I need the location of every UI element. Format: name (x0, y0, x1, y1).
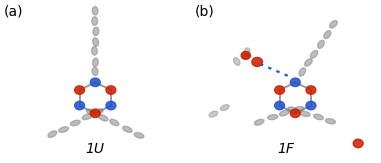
Ellipse shape (93, 58, 98, 67)
Ellipse shape (92, 67, 98, 75)
Text: 1U: 1U (86, 142, 105, 156)
Ellipse shape (300, 111, 310, 117)
Ellipse shape (93, 27, 99, 36)
Circle shape (75, 101, 85, 110)
Ellipse shape (242, 54, 251, 59)
Ellipse shape (314, 114, 323, 120)
Circle shape (90, 78, 100, 87)
Ellipse shape (311, 50, 318, 58)
Circle shape (275, 86, 285, 94)
Text: 1F: 1F (277, 142, 294, 156)
Circle shape (306, 101, 316, 110)
Ellipse shape (304, 59, 312, 66)
Circle shape (75, 86, 85, 94)
Ellipse shape (267, 115, 278, 120)
Ellipse shape (244, 48, 250, 56)
Ellipse shape (330, 21, 337, 28)
Ellipse shape (209, 111, 218, 117)
Ellipse shape (94, 109, 103, 115)
Circle shape (106, 101, 116, 110)
Circle shape (306, 86, 316, 94)
Circle shape (241, 52, 250, 59)
Circle shape (90, 109, 100, 118)
Circle shape (106, 86, 116, 94)
Ellipse shape (70, 120, 80, 126)
Ellipse shape (99, 115, 108, 121)
Ellipse shape (325, 119, 335, 124)
Circle shape (275, 101, 285, 110)
Ellipse shape (318, 40, 324, 48)
Circle shape (290, 109, 300, 118)
Ellipse shape (134, 133, 144, 138)
Text: (a): (a) (4, 5, 23, 19)
Ellipse shape (279, 110, 289, 116)
Ellipse shape (48, 131, 57, 137)
Circle shape (353, 139, 363, 148)
Ellipse shape (288, 107, 298, 113)
Ellipse shape (92, 17, 98, 25)
Ellipse shape (294, 106, 304, 112)
Circle shape (252, 57, 263, 67)
Ellipse shape (123, 126, 132, 132)
Text: (b): (b) (194, 5, 214, 19)
Ellipse shape (59, 127, 69, 132)
Circle shape (290, 78, 300, 87)
Ellipse shape (324, 31, 331, 39)
Ellipse shape (82, 114, 92, 120)
Ellipse shape (91, 47, 97, 55)
Ellipse shape (299, 68, 306, 76)
Ellipse shape (234, 58, 240, 65)
Ellipse shape (86, 109, 96, 115)
Ellipse shape (93, 38, 99, 46)
Ellipse shape (221, 105, 229, 111)
Ellipse shape (92, 7, 98, 15)
Ellipse shape (255, 119, 264, 125)
Ellipse shape (110, 119, 119, 126)
